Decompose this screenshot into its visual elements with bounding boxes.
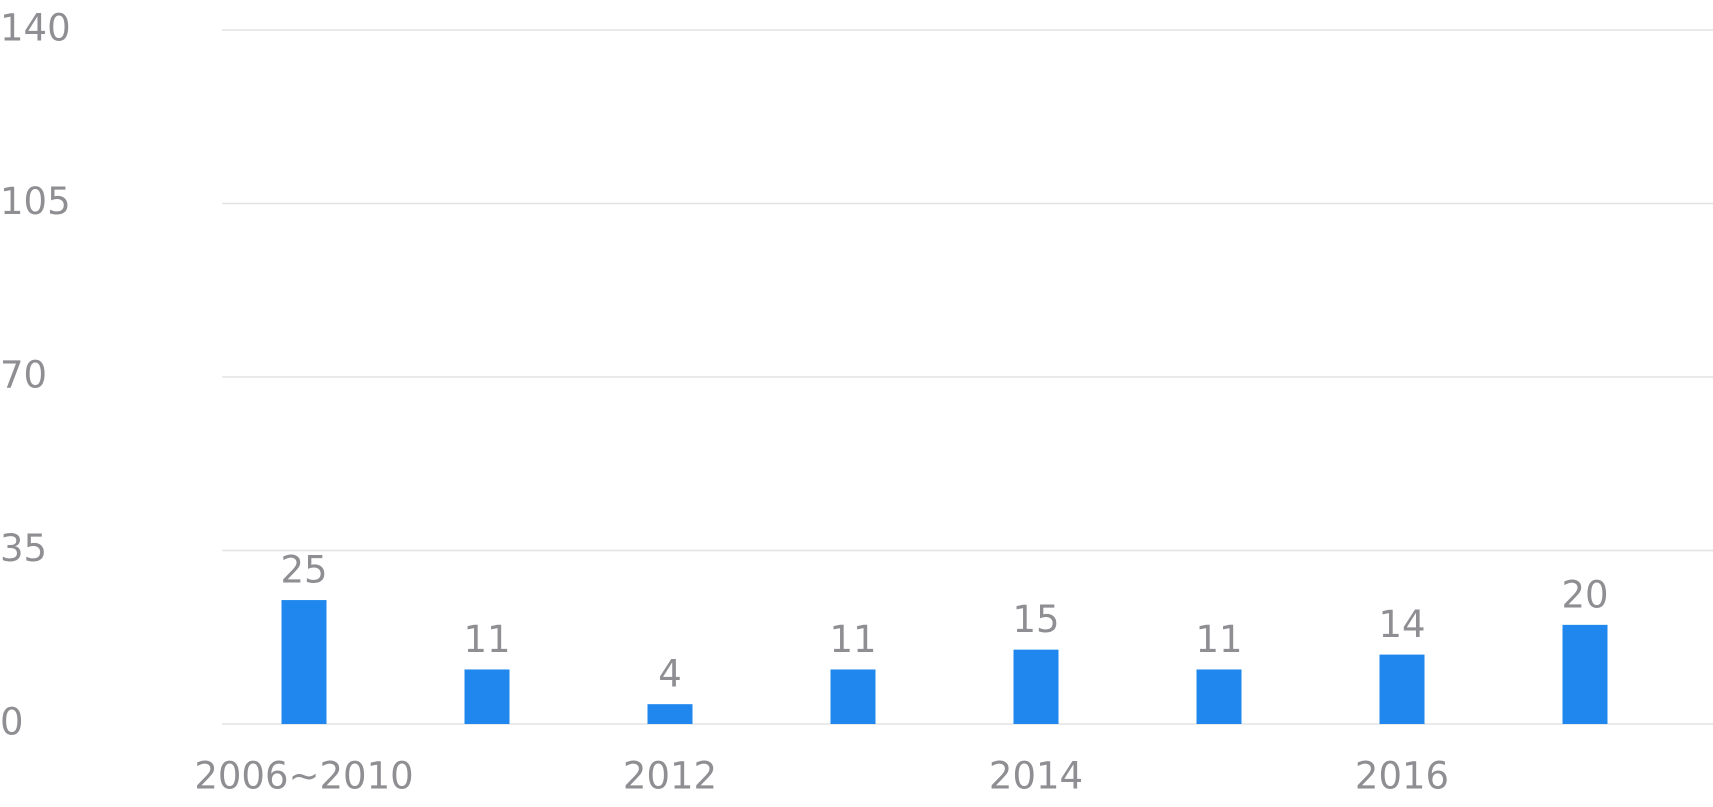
x-tick-label: 2014 [989, 755, 1083, 798]
value-label: 11 [829, 618, 876, 661]
bar [1196, 669, 1242, 724]
value-label: 25 [280, 549, 327, 592]
y-tick-label: 70 [0, 354, 47, 397]
bar [1562, 624, 1608, 724]
y-tick-label: 0 [0, 701, 24, 744]
value-label: 11 [1195, 618, 1242, 661]
value-label: 20 [1561, 573, 1608, 616]
x-tick-label: 2016 [1355, 755, 1449, 798]
bar [647, 704, 693, 724]
bar [464, 669, 510, 724]
y-tick-label: 105 [0, 180, 71, 223]
value-label: 14 [1378, 603, 1425, 646]
bar [830, 669, 876, 724]
value-label: 4 [658, 653, 682, 696]
value-label: 15 [1012, 598, 1059, 641]
x-tick-label: 2006~2010 [194, 755, 413, 798]
x-tick-label: 2012 [623, 755, 717, 798]
y-tick-label: 140 [0, 7, 71, 50]
bar [1379, 654, 1425, 724]
y-tick-label: 35 [0, 527, 47, 570]
value-label: 11 [463, 618, 510, 661]
bar [281, 600, 327, 724]
bar [1013, 649, 1059, 724]
